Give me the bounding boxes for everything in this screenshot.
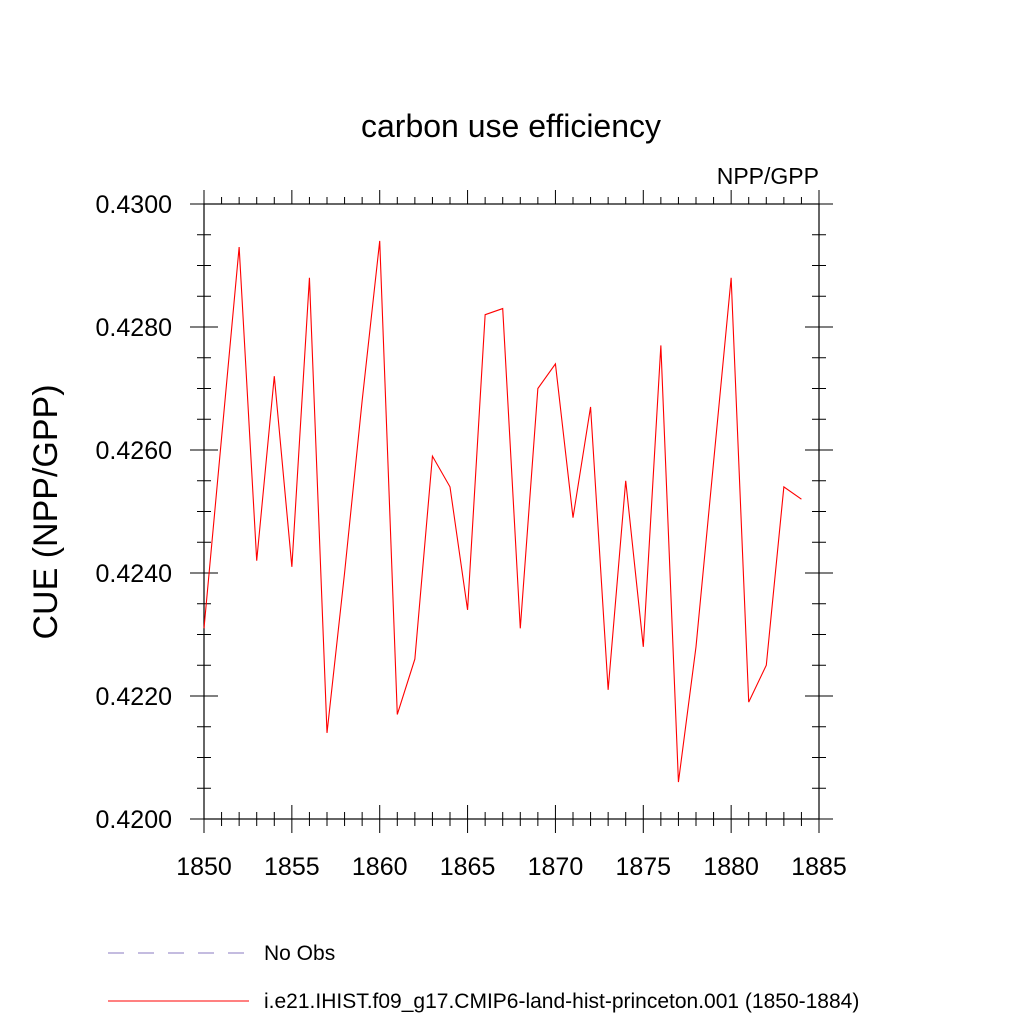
legend-entry-model: i.e21.IHIST.f09_g17.CMIP6-land-hist-prin… [108,990,859,1013]
y-tick-label: 0.4200 [96,806,172,834]
chart-title: carbon use efficiency [361,108,661,144]
legend-label-model: i.e21.IHIST.f09_g17.CMIP6-land-hist-prin… [264,990,859,1013]
legend-label-no-obs: No Obs [264,942,335,965]
x-tick-label: 1850 [176,853,232,881]
y-tick-label: 0.4240 [96,560,172,588]
legend-entry-no-obs: No Obs [108,942,335,965]
plot-area-frame [203,203,820,820]
chart-subtitle: NPP/GPP [717,163,819,189]
axis-tick-labels: 1850 1855 1860 1865 1870 1875 1880 1885 0.4200 0.… [96,191,847,881]
x-tick-label: 1855 [264,853,320,881]
y-tick-label: 0.4300 [96,191,172,219]
y-axis-label: CUE (NPP/GPP) [27,384,65,639]
axis-ticks [190,190,833,833]
x-tick-label: 1880 [703,853,759,881]
legend: No Obs i.e21.IHIST.f09_g17.CMIP6-land-hi… [108,942,859,1013]
y-tick-label: 0.4220 [96,683,172,711]
x-tick-label: 1865 [440,853,496,881]
series-line-0 [203,240,802,783]
y-tick-label: 0.4260 [96,437,172,465]
x-tick-label: 1860 [352,853,408,881]
x-tick-label: 1885 [791,853,847,881]
x-tick-label: 1875 [615,853,671,881]
y-tick-label: 0.4280 [96,314,172,342]
x-tick-label: 1870 [528,853,584,881]
series-layer [203,240,802,783]
